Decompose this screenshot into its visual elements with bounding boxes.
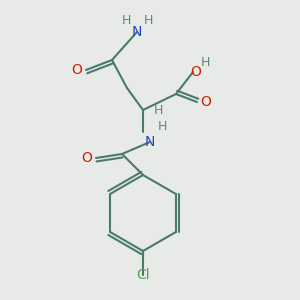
Text: N: N xyxy=(145,135,155,149)
Text: N: N xyxy=(132,25,142,39)
Text: O: O xyxy=(82,151,92,165)
Text: H: H xyxy=(153,103,163,116)
Text: Cl: Cl xyxy=(136,268,150,282)
Text: H: H xyxy=(200,56,210,68)
Text: H: H xyxy=(157,119,167,133)
Text: O: O xyxy=(72,63,83,77)
Text: O: O xyxy=(201,95,212,109)
Text: H: H xyxy=(143,14,153,26)
Text: O: O xyxy=(190,65,201,79)
Text: H: H xyxy=(121,14,131,26)
